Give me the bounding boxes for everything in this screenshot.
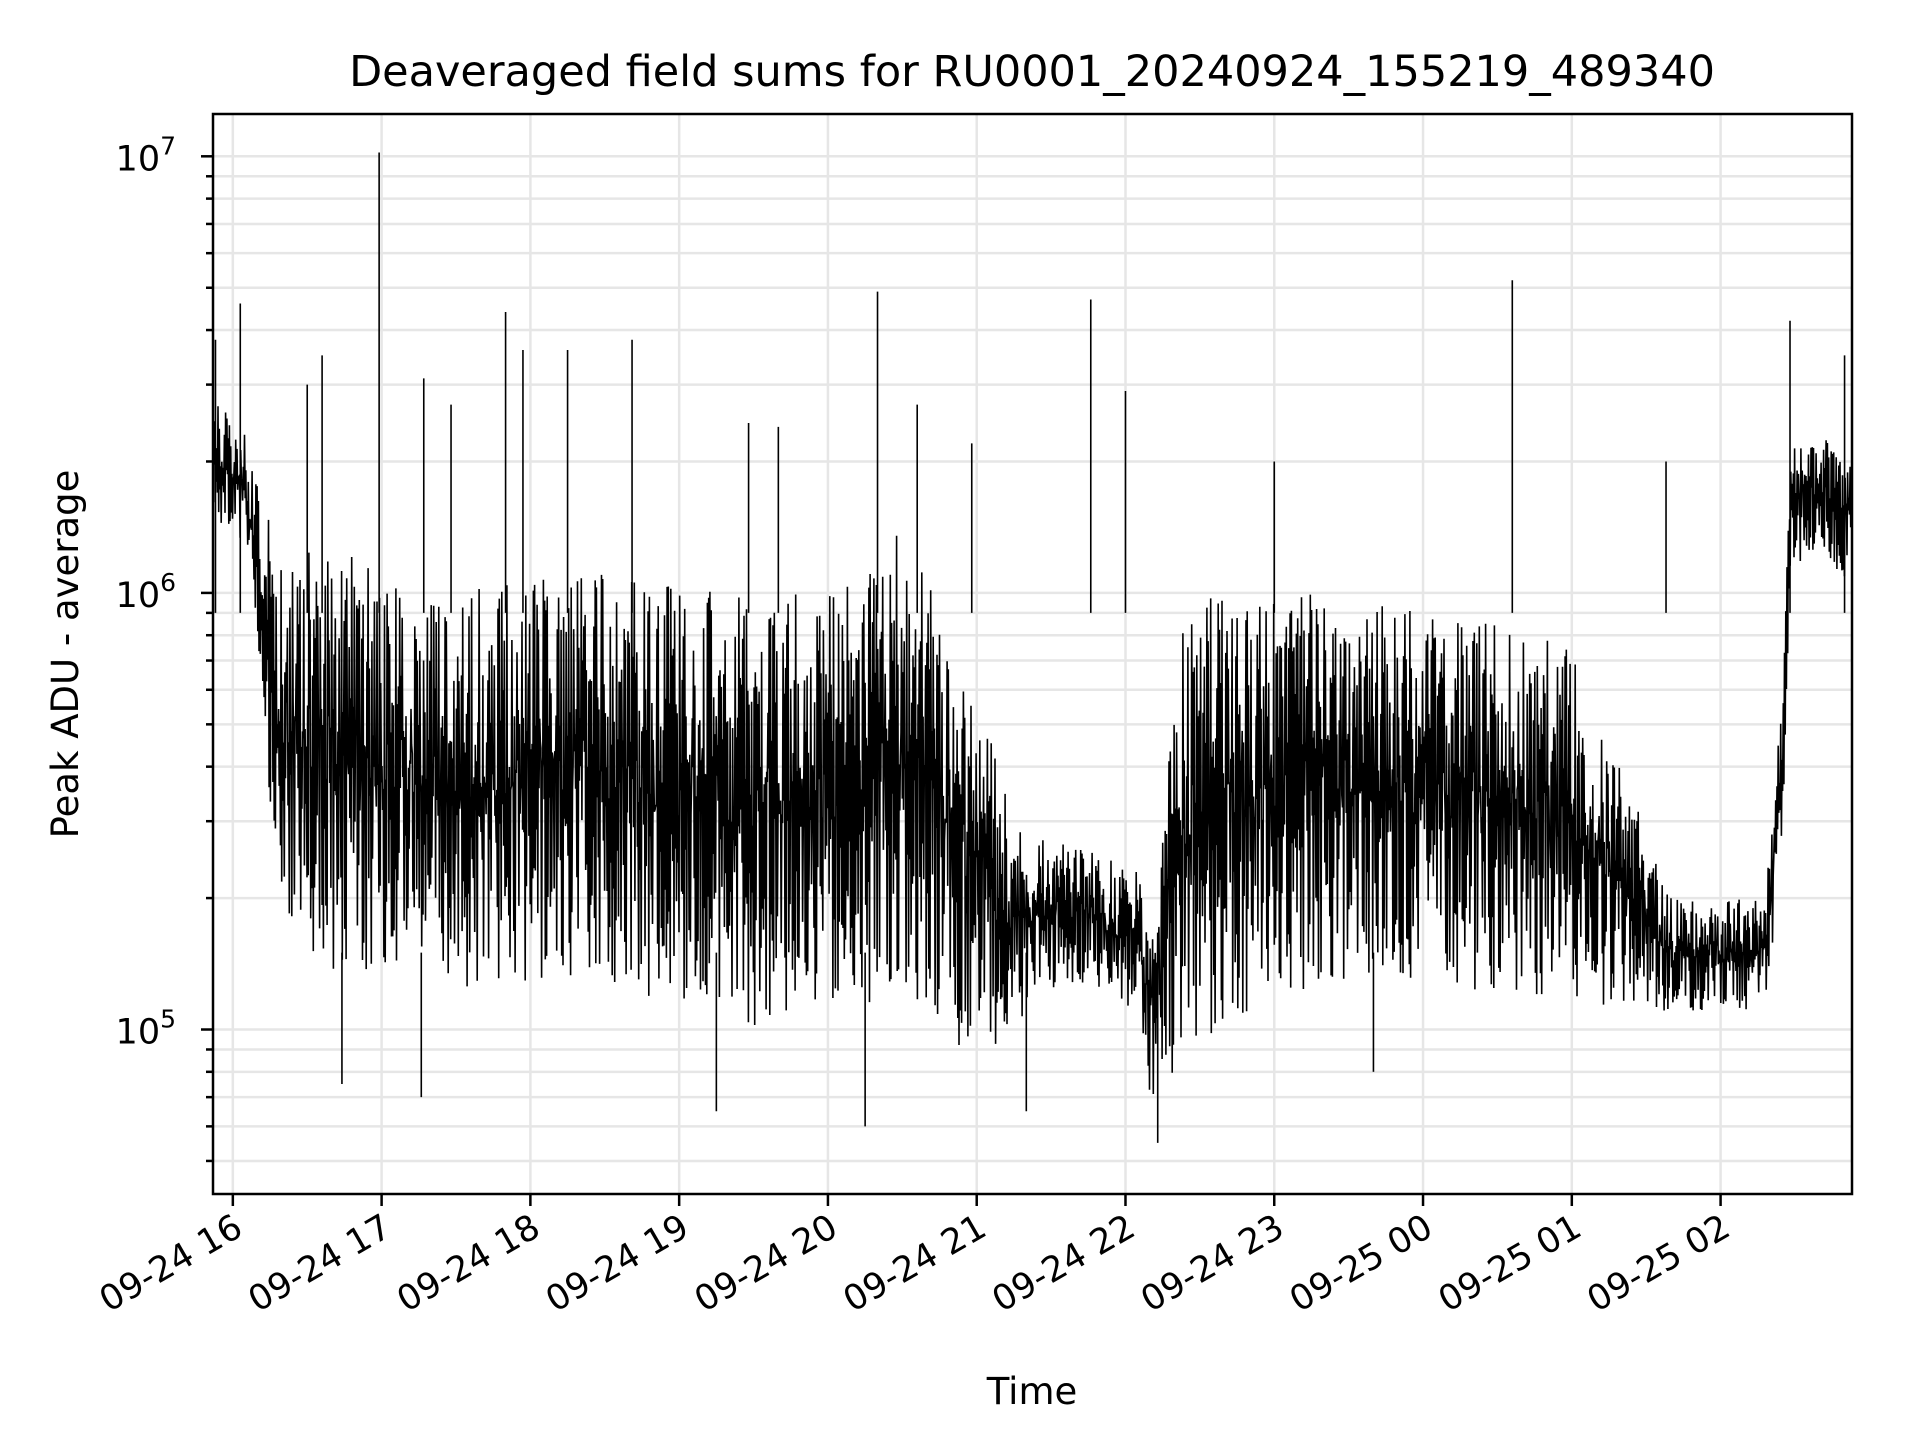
chart-series-layer	[212, 152, 1853, 1143]
chart-title: Deaveraged field sums for RU0001_2024092…	[349, 47, 1715, 97]
x-tick-label: 09-25 00	[1283, 1207, 1439, 1320]
plot-frame	[211, 112, 1854, 1196]
y-axis: 105 106 107	[116, 131, 213, 1163]
x-tick-label: 09-24 21	[837, 1207, 993, 1320]
x-tick-label: 09-24 18	[391, 1207, 547, 1320]
x-tick-label: 09-24 17	[242, 1207, 398, 1320]
x-tick-label: 09-25 01	[1432, 1207, 1588, 1320]
y-tick-label: 107	[116, 131, 176, 179]
x-tick-label: 09-25 02	[1581, 1207, 1737, 1320]
y-tick-label: 105	[116, 1005, 176, 1053]
grid	[213, 114, 1852, 1194]
x-tick-label: 09-24 22	[986, 1207, 1142, 1320]
x-tick-label: 09-24 23	[1134, 1207, 1290, 1320]
x-tick-label: 09-24 19	[539, 1207, 695, 1320]
x-axis-label: Time	[986, 1370, 1078, 1413]
y-axis-label: Peak ADU - average	[44, 470, 87, 839]
x-tick-label: 09-24 16	[93, 1207, 249, 1320]
x-tick-label: 09-24 20	[688, 1207, 844, 1320]
y-tick-label: 106	[116, 568, 176, 616]
series-line	[212, 406, 1853, 1095]
